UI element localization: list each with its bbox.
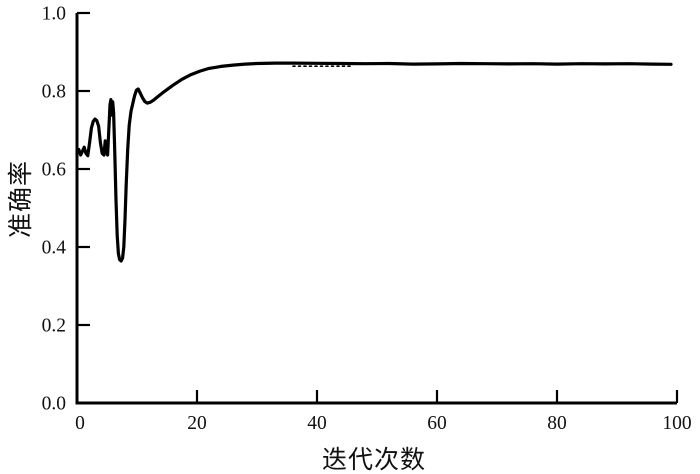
y-tick-label: 0.0 xyxy=(42,394,66,415)
x-tick-label: 20 xyxy=(187,413,207,434)
y-tick-label: 0.8 xyxy=(42,82,66,103)
y-tick-label: 0.6 xyxy=(42,160,67,181)
x-axis-title: 迭代次数 xyxy=(321,447,427,474)
axis-frame xyxy=(75,13,677,405)
x-tick-label: 0 xyxy=(75,413,85,434)
y-tick-label: 0.2 xyxy=(42,316,66,337)
x-tick-label: 100 xyxy=(662,413,691,434)
x-tick-label: 80 xyxy=(547,413,567,434)
x-tick-label: 60 xyxy=(427,413,447,434)
y-axis-title: 准确率 xyxy=(8,160,35,239)
y-tick-label: 1.0 xyxy=(42,4,66,25)
accuracy-curve xyxy=(75,61,673,263)
x-tick-label: 40 xyxy=(307,413,327,434)
y-tick-label: 0.4 xyxy=(42,238,67,259)
